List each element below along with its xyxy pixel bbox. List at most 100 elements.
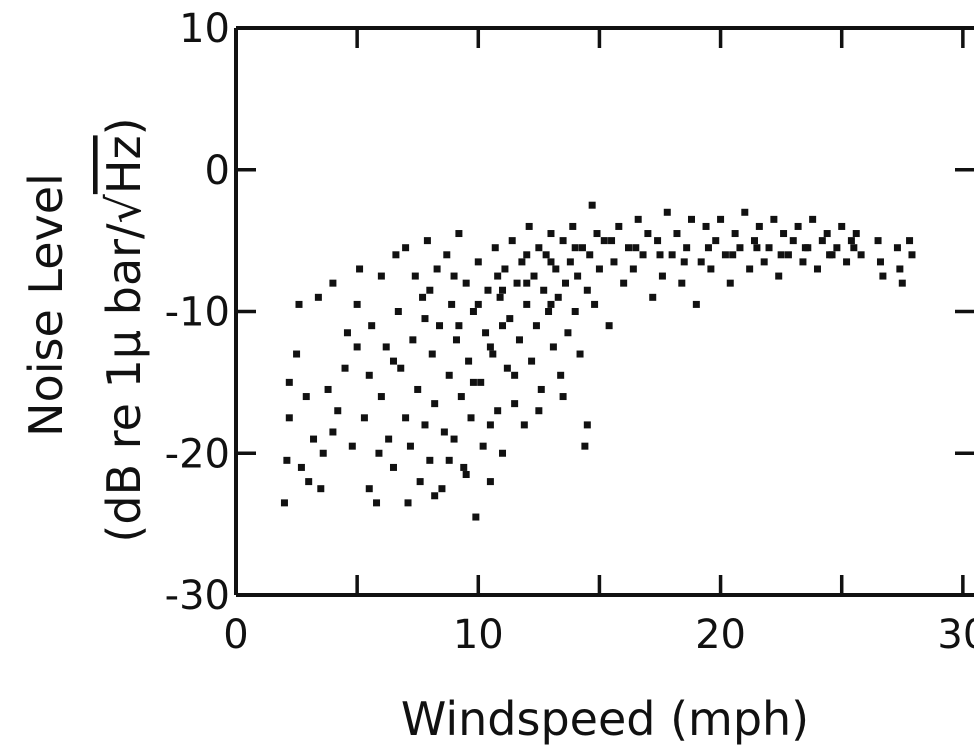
- data-point: [547, 230, 555, 238]
- data-point: [545, 308, 553, 315]
- data-point: [741, 208, 749, 216]
- data-point: [375, 449, 383, 457]
- data-point: [404, 499, 412, 507]
- y-axis-unit-mu: μ: [97, 330, 151, 359]
- data-point: [499, 286, 507, 294]
- data-point: [857, 251, 865, 259]
- data-point: [777, 251, 785, 259]
- data-point: [639, 251, 647, 259]
- data-point: [317, 485, 325, 493]
- data-point: [523, 251, 531, 259]
- data-point: [499, 449, 507, 457]
- data-point: [440, 428, 448, 436]
- data-point: [377, 393, 385, 401]
- data-point: [789, 237, 797, 245]
- data-point: [564, 329, 572, 337]
- data-point: [431, 400, 439, 408]
- data-point: [605, 322, 613, 330]
- data-point: [297, 463, 305, 471]
- data-point: [569, 222, 577, 230]
- data-point: [813, 265, 821, 273]
- data-point: [469, 378, 477, 386]
- data-point: [414, 385, 422, 393]
- data-point: [680, 258, 688, 266]
- data-point: [438, 485, 446, 493]
- data-point: [600, 237, 608, 245]
- data-point: [571, 244, 579, 252]
- data-point: [535, 244, 543, 252]
- y-axis-unit-mid: bar/: [97, 223, 151, 330]
- data-point: [341, 364, 349, 372]
- data-point: [826, 251, 834, 259]
- data-point: [801, 244, 809, 252]
- data-point: [906, 237, 914, 245]
- data-point: [591, 300, 599, 308]
- y-axis-unit-prefix: (dB re 1: [97, 359, 151, 542]
- data-point: [583, 421, 591, 429]
- data-point: [385, 435, 393, 443]
- data-point: [402, 244, 410, 252]
- data-point: [445, 371, 453, 379]
- data-point: [530, 272, 538, 280]
- data-point: [610, 258, 618, 266]
- y-tick-label: -10: [165, 290, 230, 336]
- data-point: [608, 237, 616, 245]
- data-point: [280, 499, 288, 507]
- y-axis-title: Noise Level (dB re 1μ bar/√Hz): [19, 117, 151, 542]
- data-point: [421, 315, 429, 323]
- y-axis-title-line1: Noise Level: [19, 173, 73, 437]
- data-point: [581, 442, 589, 450]
- data-point: [765, 244, 773, 252]
- data-point: [843, 258, 851, 266]
- data-point: [479, 442, 487, 450]
- data-point: [377, 272, 385, 280]
- data-point: [503, 364, 511, 372]
- data-point: [654, 237, 662, 245]
- data-point: [554, 293, 562, 301]
- data-point: [879, 272, 887, 280]
- data-point: [847, 237, 855, 245]
- data-point: [343, 329, 351, 337]
- data-point: [353, 300, 361, 308]
- data-point: [293, 350, 301, 358]
- data-point: [409, 336, 417, 344]
- data-point: [687, 215, 695, 223]
- data-point: [348, 442, 356, 450]
- data-point: [852, 230, 860, 238]
- data-point: [794, 222, 802, 230]
- data-point: [452, 336, 460, 344]
- data-point: [583, 286, 591, 294]
- data-point: [520, 421, 528, 429]
- data-point: [908, 251, 916, 259]
- data-point: [462, 471, 470, 479]
- data-point: [406, 442, 414, 450]
- data-point: [559, 393, 567, 401]
- data-point: [506, 315, 514, 323]
- data-point: [629, 265, 637, 273]
- data-point: [559, 237, 567, 245]
- data-point: [818, 237, 826, 245]
- x-tick-labels: 0 10 20 30: [223, 612, 974, 658]
- data-point: [838, 222, 846, 230]
- data-point: [416, 478, 424, 486]
- data-point: [515, 336, 523, 344]
- data-point: [426, 286, 434, 294]
- data-point: [697, 258, 705, 266]
- data-points: [280, 201, 916, 521]
- data-point: [833, 244, 841, 252]
- data-point: [874, 237, 882, 245]
- data-point: [537, 385, 545, 393]
- data-point: [656, 251, 664, 259]
- data-point: [356, 265, 364, 273]
- data-point: [302, 393, 310, 401]
- y-tick-label: -20: [165, 431, 230, 477]
- data-point: [445, 456, 453, 464]
- data-point: [324, 385, 332, 393]
- data-point: [775, 272, 783, 280]
- data-point: [467, 414, 475, 422]
- data-point: [484, 286, 492, 294]
- data-point: [523, 300, 531, 308]
- data-point: [411, 272, 419, 280]
- data-point: [511, 400, 519, 408]
- data-point: [634, 215, 642, 223]
